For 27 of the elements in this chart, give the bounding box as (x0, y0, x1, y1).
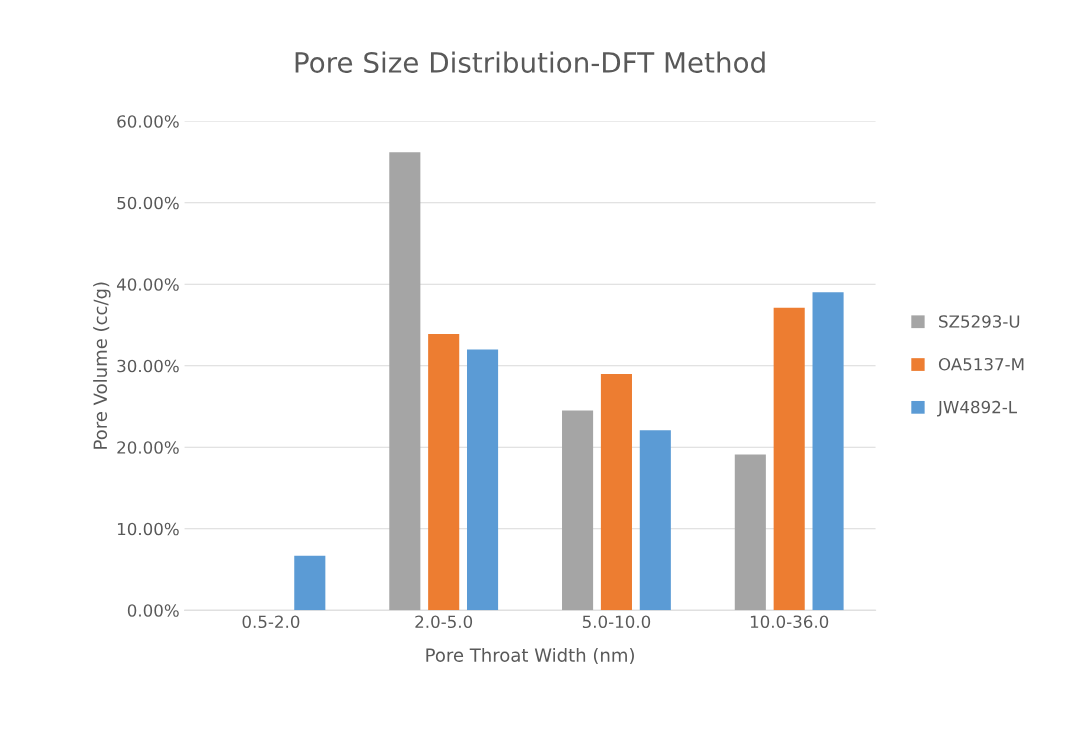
legend-label: JW4892-L (937, 400, 1017, 417)
x-tick-label: 2.0-5.0 (415, 615, 473, 629)
bar (639, 430, 671, 611)
bar (773, 307, 805, 611)
y-tick-label: 50.00% (117, 196, 179, 210)
x-tick-label: 5.0-10.0 (582, 615, 651, 629)
bar (812, 292, 844, 611)
legend-label: OA5137-M (938, 357, 1024, 371)
y-tick-label: 20.00% (117, 441, 179, 454)
bar (562, 410, 594, 611)
bar (467, 349, 499, 611)
bar (428, 333, 460, 611)
y-tick-label: 40.00% (116, 278, 179, 291)
bar (389, 152, 421, 611)
y-axis-title: Pore Volume (cc/g) (93, 282, 111, 449)
y-tick-label: 10.00% (117, 522, 179, 536)
y-tick-label: 60.00% (117, 115, 179, 128)
x-tick-label: 0.5-2.0 (242, 615, 300, 629)
bar (294, 555, 326, 611)
y-tick-label: 30.00% (117, 359, 179, 373)
bar (600, 373, 632, 611)
bar (734, 454, 766, 611)
legend-label: SZ5293-U (939, 315, 1020, 328)
x-tick-label: 10.0-36.0 (750, 615, 829, 629)
y-tick-label: 0.00% (127, 604, 179, 617)
chart-title: Pore Size Distribution-DFT Method (295, 51, 765, 73)
x-axis-title: Pore Throat Width (nm) (426, 647, 634, 665)
